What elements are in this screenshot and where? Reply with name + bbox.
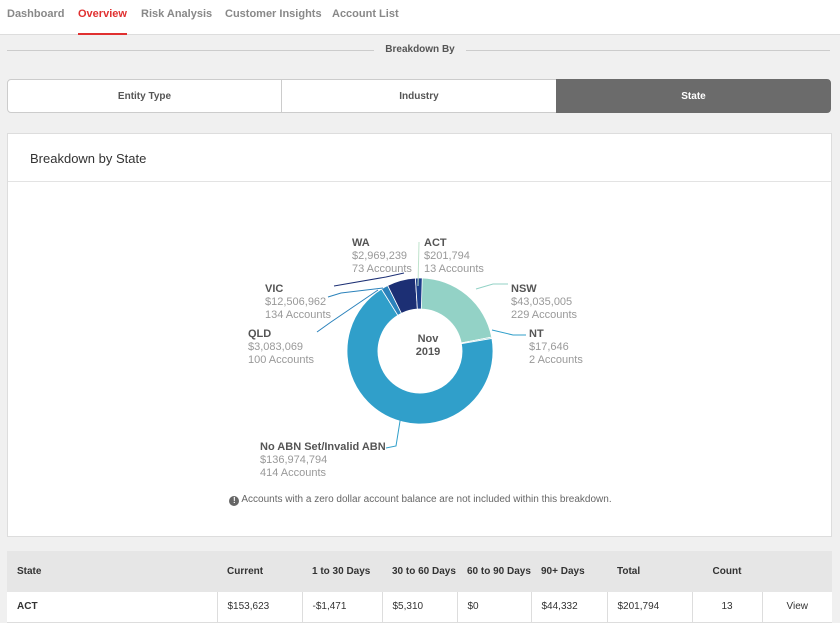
label-nsw: NSW $43,035,005 229 Accounts	[511, 283, 577, 322]
slice-value: $17,646	[529, 341, 569, 353]
slice-name: ACT	[424, 237, 447, 249]
breakdown-by-label: Breakdown By	[374, 44, 466, 55]
zero-balance-note: ! Accounts with a zero dollar account bal…	[8, 494, 833, 506]
label-vic: VIC $12,506,962 134 Accounts	[265, 283, 331, 322]
leader-nsw	[475, 283, 508, 290]
slice-count: 2 Accounts	[529, 354, 583, 366]
leader-noabn	[385, 414, 402, 449]
card-title: Breakdown by State	[30, 151, 147, 166]
table-row: ACT $153,623 -$1,471 $5,310 $0 $44,332 $…	[7, 592, 832, 623]
slice-value: $2,969,239	[352, 250, 408, 262]
slice-name: NSW	[511, 283, 537, 295]
tab-dashboard[interactable]: Dashboard	[7, 8, 65, 20]
slice-name: WA	[352, 237, 370, 249]
slice-value: $43,035,005	[511, 296, 573, 308]
slice-value: $136,974,794	[260, 454, 328, 466]
donut-center-label: Nov 2019	[393, 333, 463, 359]
card-divider	[8, 181, 831, 182]
leader-act	[417, 241, 420, 287]
leader-nt	[491, 329, 526, 336]
segment-entity-type[interactable]: Entity Type	[7, 79, 282, 113]
slice-count: 100 Accounts	[248, 354, 315, 366]
state-breakdown-table: State Current 1 to 30 Days 30 to 60 Days…	[7, 551, 832, 623]
slice-count: 229 Accounts	[511, 309, 578, 321]
slice-count: 73 Accounts	[352, 263, 412, 275]
slice-wa[interactable]	[414, 277, 423, 310]
segment-state[interactable]: State	[556, 79, 831, 113]
breakdown-card: Breakdown by State ACT $201,794 13 Accou…	[7, 133, 832, 537]
cell-60-90-days: $0	[457, 592, 532, 623]
label-no-abn: No ABN Set/Invalid ABN $136,974,794 414 …	[260, 441, 386, 480]
leader-qld	[316, 289, 379, 333]
label-nt: NT $17,646 2 Accounts	[529, 328, 583, 367]
slice-name: No ABN Set/Invalid ABN	[260, 441, 386, 453]
cell-90-plus-days: $44,332	[531, 592, 608, 623]
table-header-row: State Current 1 to 30 Days 30 to 60 Days…	[7, 551, 832, 592]
cell-current: $153,623	[217, 592, 303, 623]
col-current: Current	[217, 551, 302, 592]
cell-state: ACT	[7, 592, 218, 623]
slice-name: NT	[529, 328, 544, 340]
col-90-plus-days: 90+ Days	[531, 551, 607, 592]
center-month: Nov	[417, 333, 439, 345]
slice-value: $3,083,069	[248, 341, 304, 353]
leader-vic	[327, 287, 384, 298]
info-icon: !	[229, 496, 240, 506]
cell-count: 13	[692, 592, 763, 623]
col-30-60-days: 30 to 60 Days	[382, 551, 457, 592]
cell-30-60-days: $5,310	[382, 592, 458, 623]
leader-wa	[333, 272, 405, 287]
slice-count: 134 Accounts	[265, 309, 332, 321]
slice-name: VIC	[265, 283, 284, 295]
col-total: Total	[607, 551, 692, 592]
tab-account-list[interactable]: Account List	[332, 8, 399, 20]
view-button[interactable]: View	[762, 592, 832, 623]
tab-customer-insights[interactable]: Customer Insights	[225, 8, 322, 20]
slice-no-abn-set-invalid-abn[interactable]	[346, 288, 494, 425]
label-act: ACT $201,794 13 Accounts	[424, 237, 484, 276]
tab-overview[interactable]: Overview	[78, 8, 127, 35]
note-text: Accounts with a zero dollar account bala…	[241, 494, 612, 505]
slice-value: $12,506,962	[265, 296, 327, 308]
slice-count: 13 Accounts	[424, 263, 484, 275]
col-1-30-days: 1 to 30 Days	[302, 551, 382, 592]
label-qld: QLD $3,083,069 100 Accounts	[248, 328, 314, 367]
slice-value: $201,794	[424, 250, 470, 262]
col-60-90-days: 60 to 90 Days	[457, 551, 531, 592]
col-action	[762, 551, 832, 592]
center-year: 2019	[415, 346, 441, 358]
col-state: State	[7, 551, 217, 592]
segment-industry[interactable]: Industry	[281, 79, 557, 113]
top-nav: Dashboard Overview Risk Analysis Custome…	[0, 0, 840, 35]
cell-total: $201,794	[607, 592, 693, 623]
slice-name: QLD	[248, 328, 272, 340]
slice-count: 414 Accounts	[260, 467, 327, 479]
cell-1-30-days: -$1,471	[302, 592, 383, 623]
col-count: Count	[692, 551, 762, 592]
label-wa: WA $2,969,239 73 Accounts	[352, 237, 412, 276]
donut-chart	[316, 241, 526, 449]
tab-risk-analysis[interactable]: Risk Analysis	[141, 8, 213, 20]
